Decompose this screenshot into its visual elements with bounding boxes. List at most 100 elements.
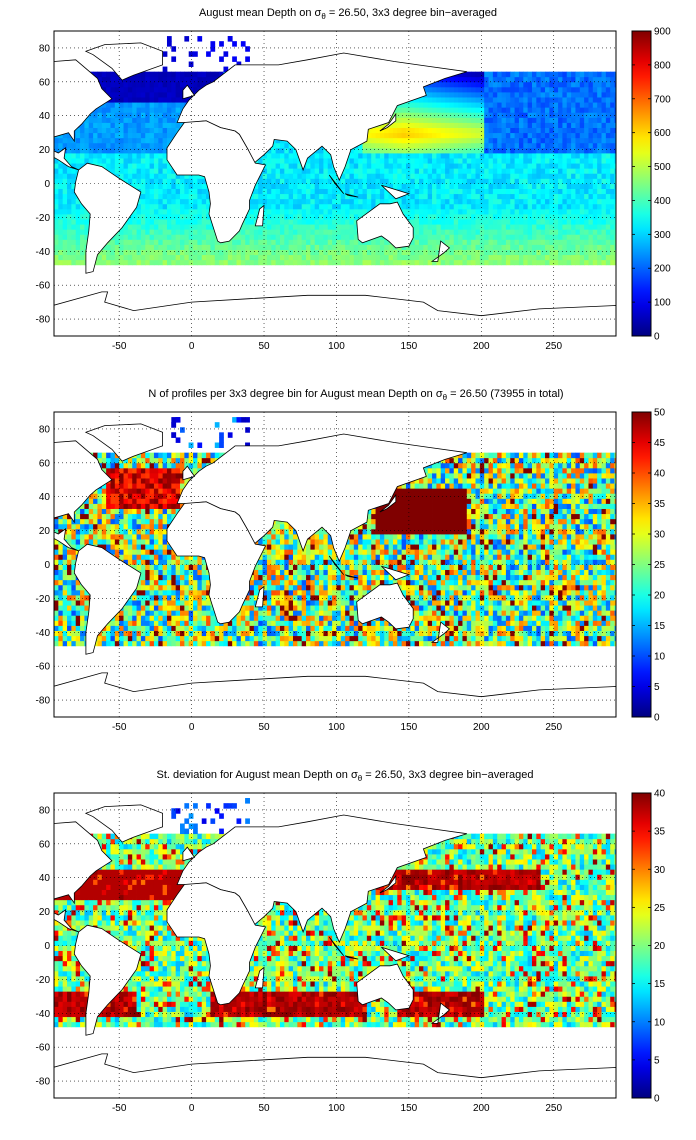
heatmap-cell	[575, 147, 581, 154]
heatmap-cell	[54, 259, 59, 266]
heatmap-cell	[266, 173, 272, 179]
heatmap-cell	[479, 122, 485, 128]
heatmap-cell	[575, 224, 581, 230]
heatmap-cell	[458, 71, 463, 78]
heatmap-cell	[484, 142, 489, 149]
heatmap-cell	[145, 102, 150, 108]
heatmap-cell	[592, 188, 598, 195]
heatmap-cell	[306, 203, 311, 210]
heatmap-cell	[297, 249, 303, 256]
heatmap-cell	[332, 198, 337, 205]
heatmap-cell	[405, 153, 411, 159]
heatmap-cell	[136, 214, 142, 220]
heatmap-cell	[132, 214, 137, 220]
heatmap-cell	[379, 193, 385, 200]
heatmap-cell	[601, 86, 607, 93]
heatmap-cell	[310, 163, 316, 169]
heatmap-cell	[249, 214, 255, 220]
heatmap-cell	[423, 102, 429, 108]
heatmap-cell	[323, 229, 329, 235]
heatmap-cell	[540, 132, 546, 139]
heatmap-cell	[510, 147, 516, 154]
heatmap-cell	[540, 153, 546, 159]
heatmap-cell	[427, 254, 433, 261]
heatmap-cell	[362, 142, 368, 149]
heatmap-cell	[440, 188, 446, 195]
heatmap-cell	[336, 239, 342, 245]
heatmap-cell	[536, 86, 542, 93]
heatmap-cell	[132, 244, 137, 250]
heatmap-cell	[518, 132, 524, 139]
heatmap-cell	[453, 229, 459, 235]
heatmap-cell	[136, 81, 142, 88]
heatmap-cell	[288, 259, 294, 266]
heatmap-cell	[553, 229, 559, 235]
heatmap-cell	[371, 183, 376, 189]
heatmap-cell	[266, 183, 272, 189]
heatmap-cell	[358, 244, 363, 250]
heatmap-cell	[514, 147, 520, 154]
heatmap-cell	[145, 137, 150, 144]
heatmap-cell	[492, 214, 498, 220]
heatmap-cell	[410, 107, 416, 113]
heatmap-cell	[575, 163, 581, 169]
heatmap-cell	[162, 97, 168, 103]
heatmap-cell	[475, 203, 481, 210]
heatmap-cell	[75, 127, 81, 134]
heatmap-cell	[97, 254, 103, 261]
heatmap-cell	[84, 117, 90, 123]
heatmap-cell	[253, 208, 259, 215]
heatmap-cell	[206, 259, 211, 266]
heatmap-cell	[601, 112, 607, 118]
heatmap-cell	[497, 229, 502, 235]
heatmap-cell	[210, 239, 216, 245]
heatmap-cell	[297, 234, 303, 240]
heatmap-cell	[497, 178, 502, 184]
heatmap-cell	[175, 188, 181, 195]
heatmap-cell	[201, 214, 207, 220]
heatmap-cell	[67, 234, 72, 240]
heatmap-cell	[405, 117, 411, 123]
heatmap-cell	[388, 137, 394, 144]
heatmap-cell	[440, 92, 446, 98]
heatmap-cell	[549, 219, 555, 225]
heatmap-cell	[75, 244, 81, 250]
heatmap-cell	[345, 183, 350, 189]
heatmap-cell	[492, 173, 498, 179]
heatmap-cell	[80, 163, 85, 169]
heatmap-cell	[93, 158, 98, 164]
heatmap-cell	[166, 117, 172, 123]
heatmap-cell	[180, 173, 185, 179]
heatmap-cell	[479, 254, 485, 261]
heatmap-cell	[462, 153, 468, 159]
heatmap-cell	[449, 249, 455, 256]
heatmap-cell	[462, 208, 468, 215]
heatmap-cell	[188, 254, 194, 261]
heatmap-cell	[266, 208, 272, 215]
heatmap-cell	[505, 81, 511, 88]
heatmap-cell	[288, 224, 294, 230]
heatmap-cell	[601, 249, 607, 256]
heatmap-cell	[171, 188, 177, 195]
heatmap-cell	[610, 183, 615, 189]
heatmap-cell	[340, 259, 346, 266]
heatmap-cell	[540, 203, 546, 210]
heatmap-cell	[562, 178, 568, 184]
heatmap-cell	[492, 208, 498, 215]
heatmap-cell	[527, 188, 533, 195]
heatmap-cell	[345, 208, 350, 215]
heatmap-cell	[279, 193, 285, 200]
heatmap-cell	[262, 153, 268, 159]
heatmap-cell	[110, 112, 116, 118]
heatmap-cell	[501, 163, 507, 169]
heatmap-cell	[119, 259, 124, 266]
heatmap-cell	[436, 168, 442, 174]
heatmap-cell	[601, 254, 607, 261]
heatmap-cell	[366, 127, 372, 134]
heatmap-cell	[306, 244, 311, 250]
heatmap-cell	[505, 71, 511, 78]
heatmap-cell	[279, 163, 285, 169]
heatmap-cell	[132, 259, 137, 266]
heatmap-cell	[492, 158, 498, 164]
heatmap-cell	[531, 97, 537, 103]
